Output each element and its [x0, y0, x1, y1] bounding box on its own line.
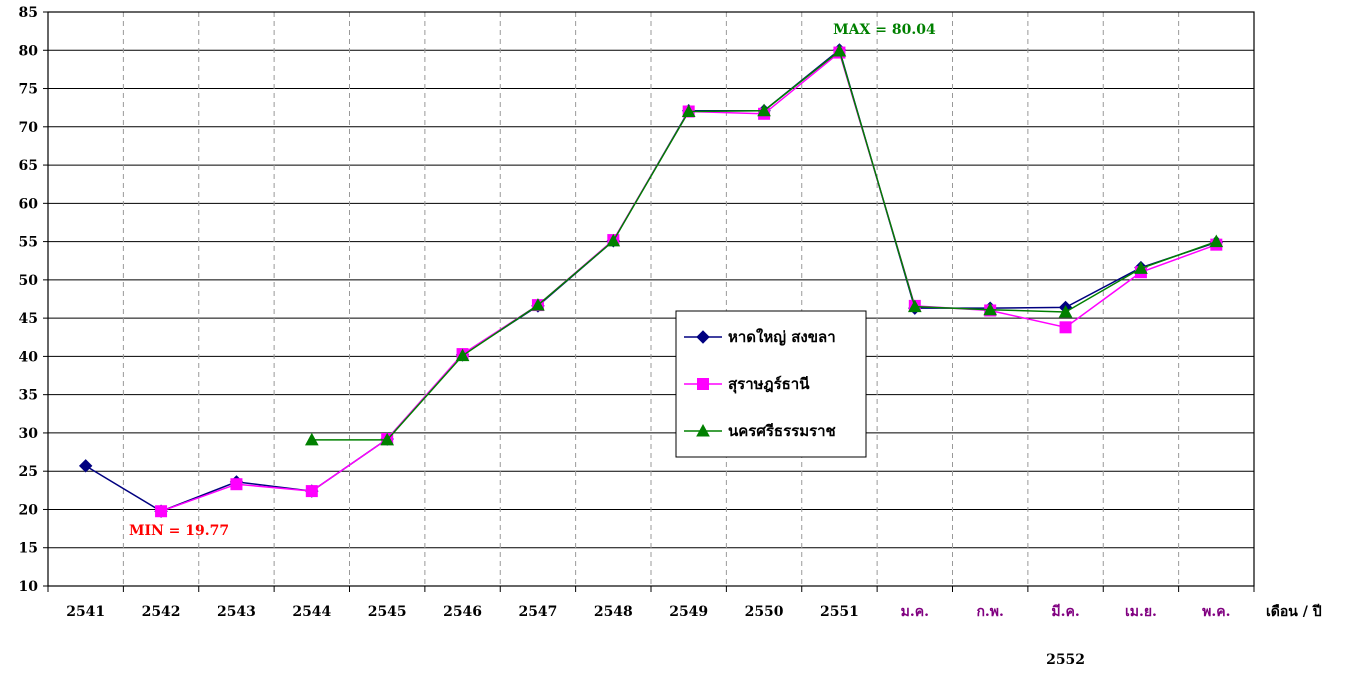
data-point-marker: [606, 233, 621, 247]
data-point-marker: [907, 299, 922, 313]
y-tick-label: 65: [19, 158, 38, 174]
x-tick-label: 2551: [820, 604, 859, 620]
data-point-marker: [78, 459, 93, 473]
x-tick-label: 2542: [142, 604, 181, 620]
legend-marker: [696, 330, 710, 344]
x-tick-label: 2544: [292, 604, 331, 620]
data-point-marker: [1058, 304, 1073, 318]
x-tick-label: 2547: [518, 604, 557, 620]
y-tick-label: 70: [19, 120, 39, 136]
x-tick-label: 2549: [669, 604, 708, 620]
data-point-marker: [155, 505, 168, 518]
y-tick-label: 45: [19, 311, 38, 327]
data-point-marker: [681, 104, 696, 117]
data-point-marker: [380, 432, 395, 446]
annotations: MIN = 19.77 MAX = 80.04: [129, 22, 936, 539]
y-tick-label: 30: [19, 426, 39, 442]
data-point-marker: [531, 298, 545, 311]
y-tick-label: 55: [19, 235, 38, 251]
y-tick-label: 50: [19, 273, 39, 289]
x-tick-label: เม.ย.: [1125, 604, 1157, 620]
x-tick-label: ม.ค.: [901, 604, 929, 620]
legend-item: สุราษฎร์ธานี: [684, 375, 810, 394]
y-tick-label: 15: [19, 541, 38, 557]
legend-item: หาดใหญ่ สงขลา: [684, 328, 836, 346]
x-tick-label: มี.ค.: [1051, 604, 1079, 620]
data-point-marker: [230, 478, 243, 491]
x-axis-ticks: 2541 2542 2543 2544 2545 2546 2547 2548 2549 2550…: [47, 586, 1255, 620]
data-point-marker: [832, 43, 847, 57]
y-tick-label: 80: [19, 43, 39, 59]
data-point-marker: [757, 103, 771, 117]
x-tick-label: 2543: [217, 604, 256, 620]
year-group-label: 2552: [1046, 652, 1085, 668]
series-lines: [78, 43, 1224, 518]
data-point-marker: [1059, 321, 1072, 334]
y-tick-label: 25: [19, 464, 38, 480]
legend-item: นครศรีธรรมราช: [684, 422, 836, 440]
x-tick-label: พ.ค.: [1202, 604, 1230, 620]
legend-label: นครศรีธรรมราช: [728, 422, 836, 440]
y-tick-label: 75: [19, 82, 38, 98]
y-tick-label: 10: [19, 579, 39, 595]
min-annotation: MIN = 19.77: [129, 523, 229, 539]
x-tick-label: 2545: [368, 604, 407, 620]
legend-label: สุราษฎร์ธานี: [728, 375, 810, 394]
y-tick-label: 20: [19, 502, 39, 518]
x-tick-label: 2550: [745, 604, 784, 620]
legend-marker: [697, 378, 709, 390]
legend-label: หาดใหญ่ สงขลา: [728, 328, 836, 346]
series-2: [304, 43, 1224, 446]
data-point-marker: [455, 348, 470, 362]
series-line: [85, 48, 1217, 513]
vertical-gridlines: [122, 12, 1180, 586]
data-point-marker: [1209, 234, 1224, 248]
x-tick-label: ก.พ.: [976, 604, 1003, 620]
y-tick-label: 85: [19, 5, 38, 21]
max-annotation: MAX = 80.04: [833, 22, 936, 38]
data-point-marker: [1134, 261, 1148, 274]
data-point-marker: [305, 485, 318, 498]
y-tick-label: 40: [19, 349, 39, 365]
x-tick-label: 2548: [594, 604, 633, 620]
x-tick-label: 2546: [443, 604, 482, 620]
legend-marker: [696, 423, 710, 437]
y-tick-label: 35: [19, 388, 38, 404]
y-axis-ticks: 10 15 20 25 30 35 40 45 50 55 60 65 70 75 80 85: [19, 5, 48, 595]
data-point-marker: [983, 302, 998, 316]
x-axis-label: เดือน / ปี: [1266, 604, 1322, 620]
y-tick-label: 60: [19, 196, 39, 212]
x-tick-label: 2541: [66, 604, 105, 620]
data-point-marker: [304, 432, 319, 446]
